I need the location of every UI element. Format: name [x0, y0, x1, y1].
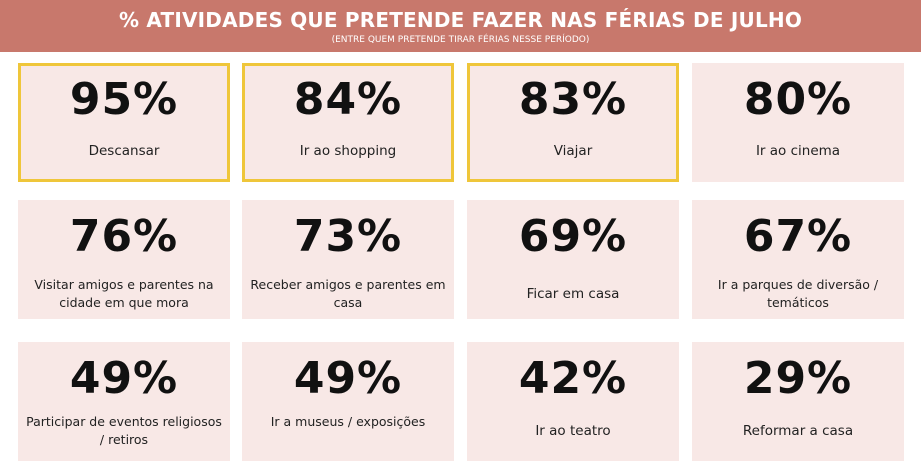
activity-percent: 83%: [518, 74, 628, 125]
activity-label: Visitar amigos e parentes na cidade em q…: [34, 277, 214, 310]
activity-label: Ir ao cinema: [755, 143, 841, 159]
activity-percent: 73%: [293, 211, 403, 262]
activity-label: Ir ao teatro: [535, 423, 611, 439]
activity-card: 84% Ir ao shopping: [242, 63, 454, 182]
activity-percent: 76%: [69, 211, 179, 262]
activity-percent: 69%: [518, 211, 628, 262]
activity-percent: 95%: [69, 74, 179, 125]
activity-card: 49% Participar de eventos religiosos / re…: [18, 342, 230, 461]
activity-card: 73% Receber amigos e parentes em casa: [242, 200, 454, 319]
activity-label: Ir a museus / exposições: [270, 414, 426, 429]
activity-percent: 49%: [293, 353, 403, 404]
activity-label: Viajar: [553, 143, 593, 159]
activity-label: Ir a parques de diversão / temáticos: [717, 277, 879, 310]
chart-subtitle: (ENTRE QUEM PRETENDE TIRAR FÉRIAS NESSE …: [331, 35, 590, 45]
activity-label: Ir ao shopping: [299, 143, 397, 159]
activity-card: 67% Ir a parques de diversão / temáticos: [692, 200, 904, 319]
activity-percent: 67%: [743, 211, 853, 262]
activity-percent: 49%: [69, 353, 179, 404]
activity-label: Reformar a casa: [742, 423, 854, 439]
activity-card: 76% Visitar amigos e parentes na cidade e…: [18, 200, 230, 319]
activity-label: Descansar: [88, 143, 160, 159]
activity-percent: 42%: [518, 353, 628, 404]
activity-card: 95% Descansar: [18, 63, 230, 182]
activity-card: 42% Ir ao teatro: [467, 342, 679, 461]
activity-percent: 84%: [293, 74, 403, 125]
activity-card: 83% Viajar: [467, 63, 679, 182]
activity-label: Ficar em casa: [526, 286, 620, 302]
activity-percent: 80%: [743, 74, 853, 125]
activity-label: Receber amigos e parentes em casa: [250, 277, 446, 310]
activity-card: 80% Ir ao cinema: [692, 63, 904, 182]
activity-card: 69% Ficar em casa: [467, 200, 679, 319]
activity-card: 49% Ir a museus / exposições: [242, 342, 454, 461]
activity-card: 29% Reformar a casa: [692, 342, 904, 461]
chart-title: % ATIVIDADES QUE PRETENDE FAZER NAS FÉRI…: [118, 8, 803, 32]
activity-label: Participar de eventos religiosos / retir…: [26, 414, 222, 447]
activity-percent: 29%: [743, 353, 853, 404]
header-banner: % ATIVIDADES QUE PRETENDE FAZER NAS FÉRI…: [0, 0, 921, 52]
